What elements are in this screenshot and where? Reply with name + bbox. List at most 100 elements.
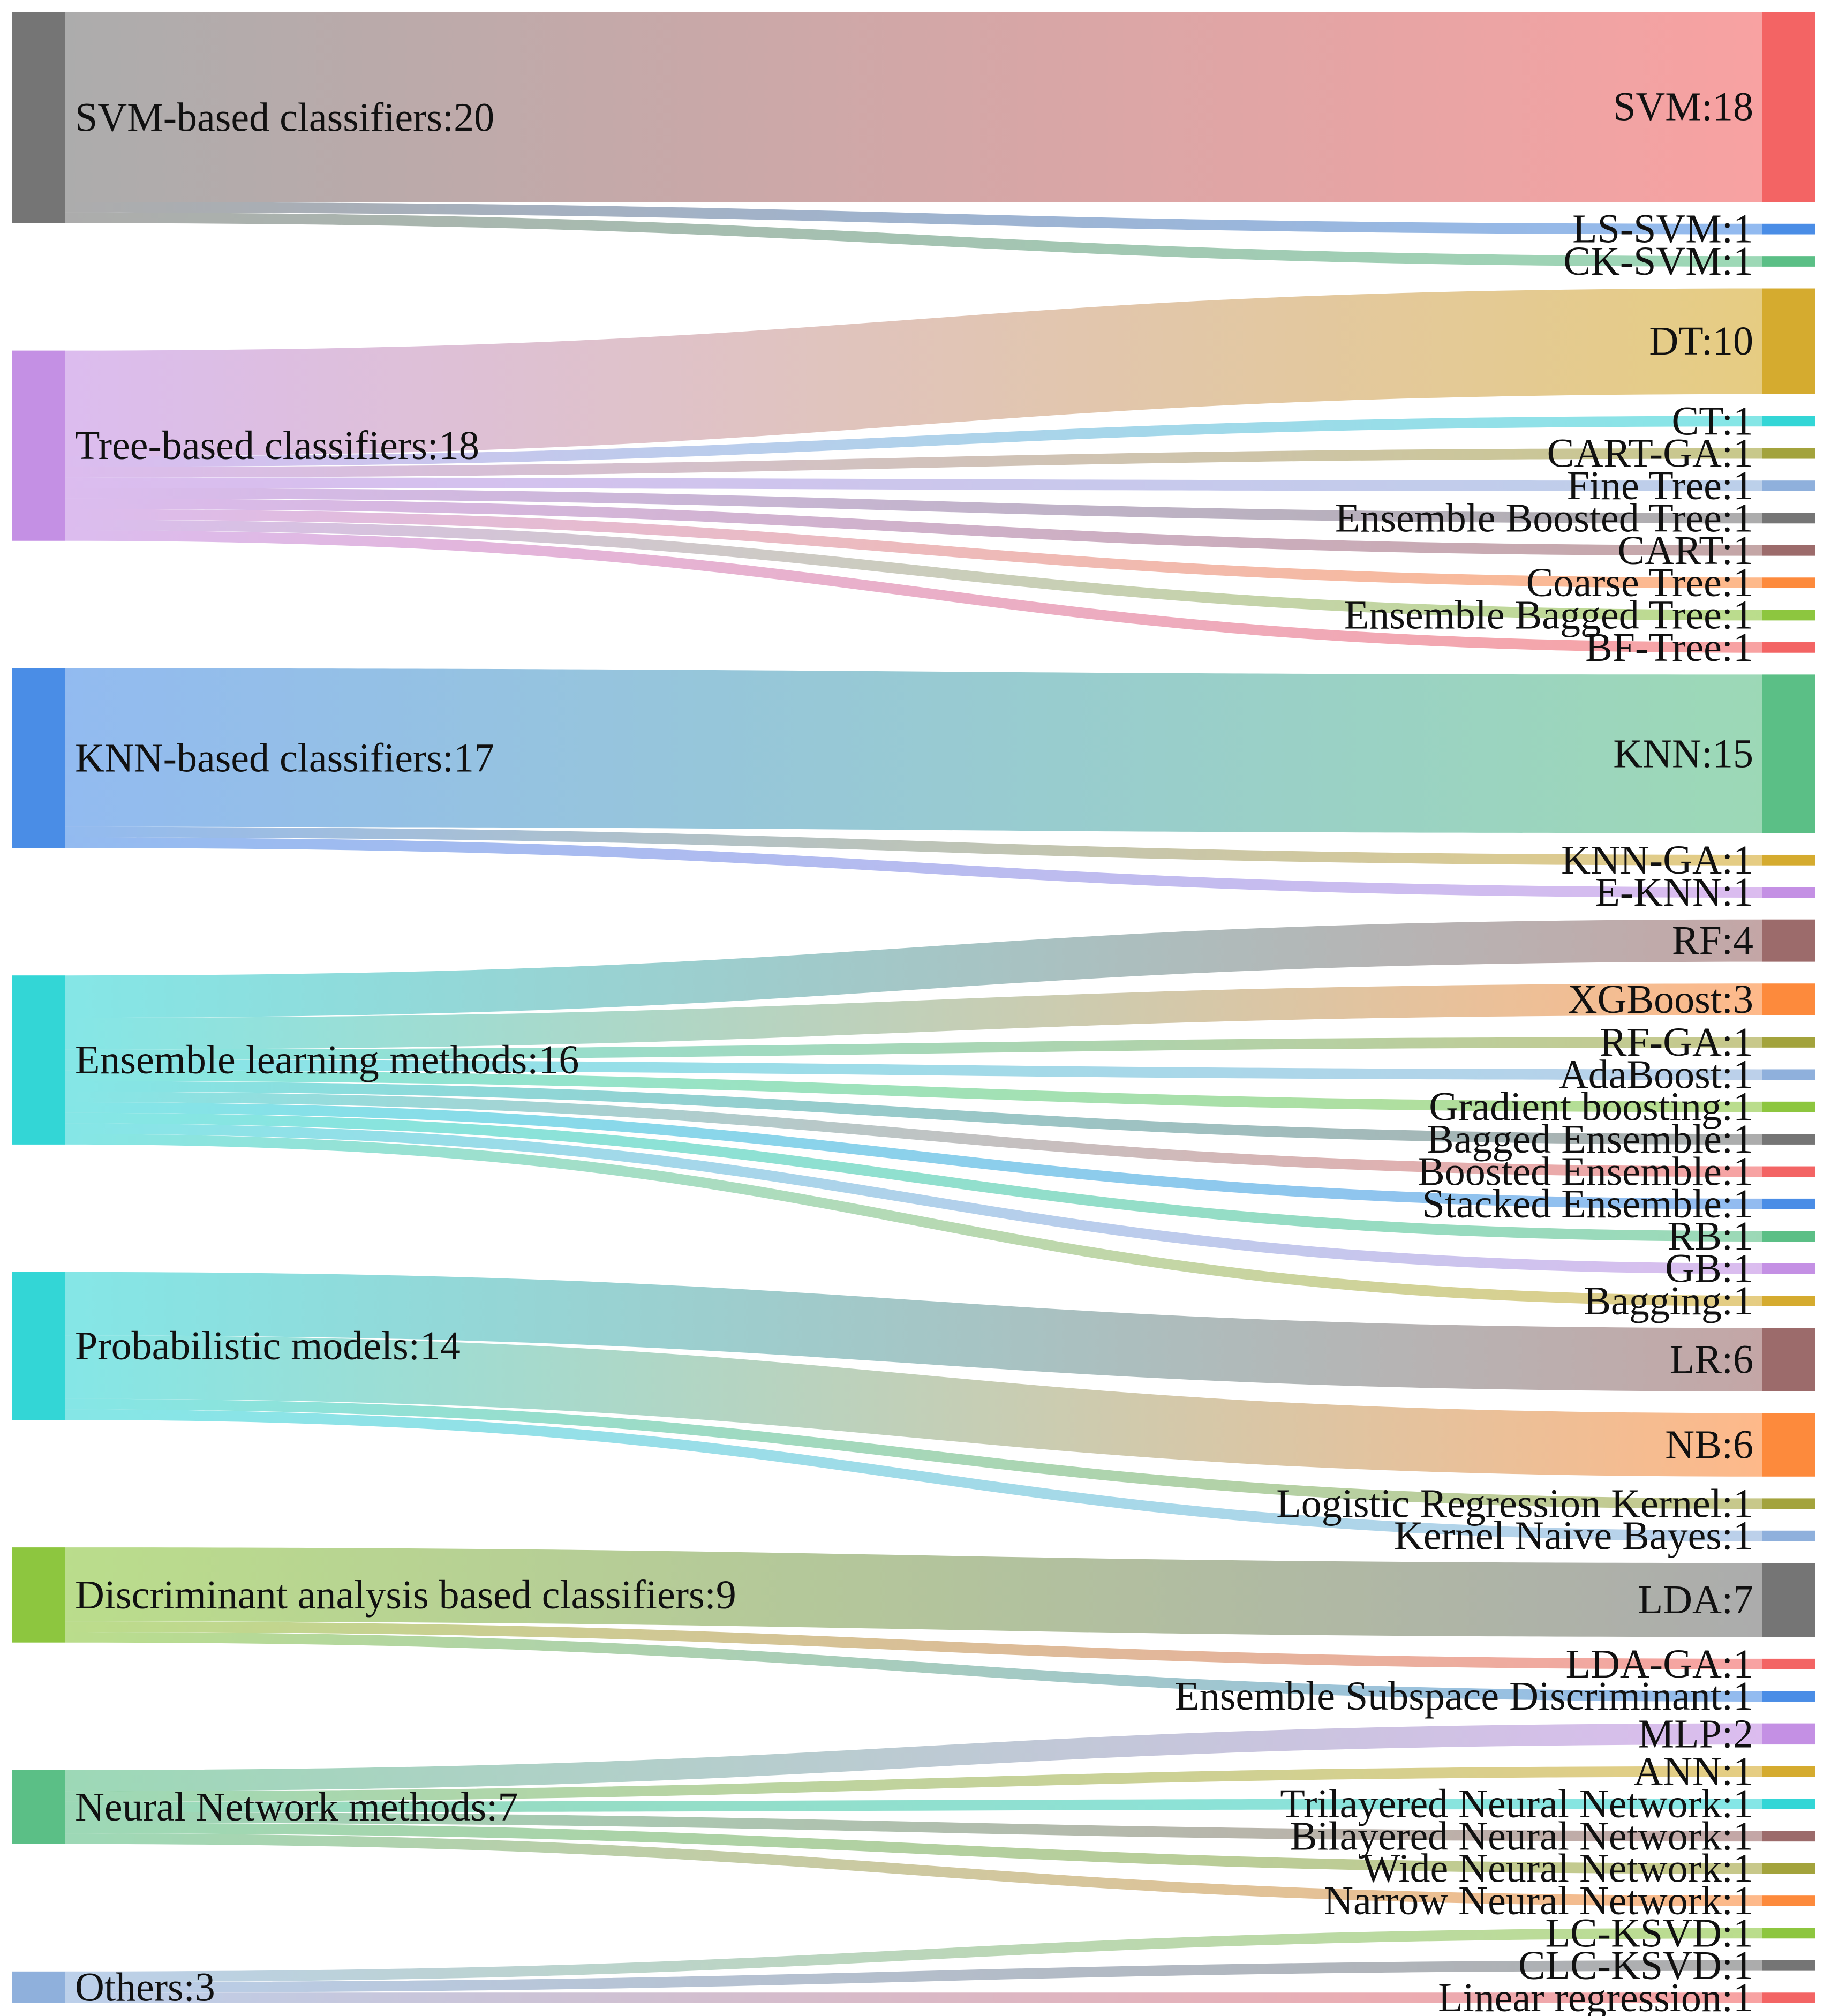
link-neural-network-methods-to-ann bbox=[65, 1766, 1762, 1802]
link-knn-based-classifiers-to-e-knn bbox=[65, 837, 1762, 898]
target-label-rf-ga: RF-GA:1 bbox=[1600, 1020, 1753, 1065]
link-discriminant-analysis-based-classifiers-to-ensemble-subspace-discriminant bbox=[65, 1631, 1762, 1702]
target-node-cart bbox=[1762, 545, 1815, 556]
link-ensemble-learning-methods-to-gb bbox=[65, 1123, 1762, 1274]
target-node-lda bbox=[1762, 1563, 1815, 1637]
link-ensemble-learning-methods-to-stacked-ensemble bbox=[65, 1102, 1762, 1209]
target-label-trilayered-neural-network: Trilayered Neural Network:1 bbox=[1280, 1781, 1753, 1826]
target-node-stacked-ensemble bbox=[1762, 1198, 1815, 1209]
link-ensemble-learning-methods-to-boosted-ensemble bbox=[65, 1092, 1762, 1177]
target-node-lda-ga bbox=[1762, 1658, 1815, 1669]
target-node-bilayered-neural-network bbox=[1762, 1831, 1815, 1842]
target-label-wide-neural-network: Wide Neural Network:1 bbox=[1362, 1846, 1753, 1891]
target-node-narrow-neural-network bbox=[1762, 1895, 1815, 1906]
target-node-linear-regression bbox=[1762, 1992, 1815, 2003]
source-node-others bbox=[12, 1971, 65, 2003]
target-label-rf: RF:4 bbox=[1672, 918, 1753, 963]
link-tree-based-classifiers-to-ensemble-bagged-tree bbox=[65, 520, 1762, 621]
target-node-ct bbox=[1762, 416, 1815, 427]
target-label-gradient-boosting: Gradient boosting:1 bbox=[1429, 1085, 1753, 1130]
target-label-coarse-tree: Coarse Tree:1 bbox=[1526, 560, 1753, 605]
link-tree-based-classifiers-to-bf-tree bbox=[65, 530, 1762, 653]
target-node-ann bbox=[1762, 1766, 1815, 1777]
link-discriminant-analysis-based-classifiers-to-lda-ga bbox=[65, 1621, 1762, 1669]
source-label-ensemble-learning-methods: Ensemble learning methods:16 bbox=[75, 1037, 579, 1082]
target-label-nb: NB:6 bbox=[1665, 1423, 1753, 1468]
target-node-kernel-naive-bayes bbox=[1762, 1530, 1815, 1541]
target-node-ensemble-bagged-tree bbox=[1762, 610, 1815, 621]
target-label-lr: LR:6 bbox=[1670, 1337, 1753, 1382]
target-label-ct: CT:1 bbox=[1672, 398, 1753, 443]
source-label-probabilistic-models: Probabilistic models:14 bbox=[75, 1323, 461, 1368]
target-label-cart: CART:1 bbox=[1618, 528, 1753, 573]
target-node-clc-ksvd bbox=[1762, 1960, 1815, 1971]
link-probabilistic-models-to-nb bbox=[65, 1335, 1762, 1477]
target-label-mlp: MLP:2 bbox=[1638, 1711, 1753, 1756]
link-tree-based-classifiers-to-ensemble-boosted-tree bbox=[65, 488, 1762, 524]
target-label-kernel-naive-bayes: Kernel Naive Bayes:1 bbox=[1394, 1514, 1753, 1559]
link-neural-network-methods-to-narrow-neural-network bbox=[65, 1833, 1762, 1906]
source-node-svm-based-classifiers bbox=[12, 12, 65, 223]
source-label-svm-based-classifiers: SVM-based classifiers:20 bbox=[75, 95, 494, 140]
target-node-bagging bbox=[1762, 1296, 1815, 1306]
target-label-dt: DT:10 bbox=[1649, 319, 1753, 364]
link-others-to-clc-ksvd bbox=[65, 1960, 1762, 1993]
target-label-lda: LDA:7 bbox=[1638, 1577, 1753, 1622]
target-node-coarse-tree bbox=[1762, 577, 1815, 589]
source-label-others: Others:3 bbox=[75, 1965, 215, 2010]
target-label-bagging: Bagging:1 bbox=[1584, 1278, 1753, 1323]
target-node-xgboost bbox=[1762, 983, 1815, 1015]
target-node-ensemble-boosted-tree bbox=[1762, 513, 1815, 524]
target-node-fine-tree bbox=[1762, 480, 1815, 491]
links-layer bbox=[65, 12, 1762, 2003]
link-tree-based-classifiers-to-cart-ga bbox=[65, 448, 1762, 478]
link-others-to-lc-ksvd bbox=[65, 1928, 1762, 1982]
target-label-bf-tree: BF-Tree:1 bbox=[1585, 625, 1753, 670]
target-label-stacked-ensemble: Stacked Ensemble:1 bbox=[1422, 1182, 1753, 1227]
target-label-svm: SVM:18 bbox=[1613, 85, 1753, 130]
target-label-lda-ga: LDA-GA:1 bbox=[1566, 1642, 1753, 1687]
link-ensemble-learning-methods-to-rf-ga bbox=[65, 1037, 1762, 1060]
link-tree-based-classifiers-to-ct bbox=[65, 416, 1762, 467]
link-knn-based-classifiers-to-knn bbox=[65, 668, 1762, 833]
target-label-narrow-neural-network: Narrow Neural Network:1 bbox=[1324, 1878, 1753, 1923]
target-label-adaboost: AdaBoost:1 bbox=[1559, 1052, 1753, 1097]
target-node-ensemble-subspace-discriminant bbox=[1762, 1691, 1815, 1702]
target-label-xgboost: XGBoost:3 bbox=[1568, 977, 1753, 1022]
link-neural-network-methods-to-mlp bbox=[65, 1723, 1762, 1792]
link-tree-based-classifiers-to-dt bbox=[65, 288, 1762, 456]
link-ensemble-learning-methods-to-bagged-ensemble bbox=[65, 1081, 1762, 1145]
target-label-lc-ksvd: LC-KSVD:1 bbox=[1546, 1910, 1753, 1955]
source-label-knn-based-classifiers: KNN-based classifiers:17 bbox=[75, 735, 494, 780]
target-node-knn-ga bbox=[1762, 854, 1815, 866]
target-node-svm bbox=[1762, 12, 1815, 202]
target-node-dt bbox=[1762, 288, 1815, 394]
target-node-e-knn bbox=[1762, 887, 1815, 898]
target-node-mlp bbox=[1762, 1723, 1815, 1745]
source-label-tree-based-classifiers: Tree-based classifiers:18 bbox=[75, 423, 479, 468]
target-label-logistic-regression-kernel: Logistic Regression Kernel:1 bbox=[1276, 1481, 1753, 1526]
target-label-ensemble-subspace-discriminant: Ensemble Subspace Discriminant:1 bbox=[1174, 1674, 1753, 1719]
target-node-bagged-ensemble bbox=[1762, 1134, 1815, 1145]
target-label-ck-svm: CK-SVM:1 bbox=[1563, 239, 1753, 284]
target-label-linear-regression: Linear regression:1 bbox=[1438, 1975, 1753, 2016]
link-svm-based-classifiers-to-svm bbox=[65, 12, 1762, 202]
target-node-logistic-regression-kernel bbox=[1762, 1498, 1815, 1509]
target-label-gb: GB:1 bbox=[1665, 1246, 1753, 1291]
link-svm-based-classifiers-to-ls-svm bbox=[65, 202, 1762, 235]
target-node-boosted-ensemble bbox=[1762, 1166, 1815, 1177]
link-knn-based-classifiers-to-knn-ga bbox=[65, 826, 1762, 866]
link-tree-based-classifiers-to-cart bbox=[65, 498, 1762, 556]
target-label-knn-ga: KNN-GA:1 bbox=[1561, 838, 1753, 883]
target-label-clc-ksvd: CLC-KSVD:1 bbox=[1518, 1943, 1753, 1988]
target-node-lc-ksvd bbox=[1762, 1928, 1815, 1939]
nodes-layer bbox=[12, 12, 1815, 2003]
target-label-ann: ANN:1 bbox=[1633, 1749, 1753, 1794]
labels-layer: SVM-based classifiers:20 Tree-based class… bbox=[75, 85, 1753, 2016]
source-node-neural-network-methods bbox=[12, 1770, 65, 1844]
target-node-nb bbox=[1762, 1413, 1815, 1477]
target-node-knn bbox=[1762, 674, 1815, 833]
link-ensemble-learning-methods-to-bagging bbox=[65, 1134, 1762, 1306]
target-label-bilayered-neural-network: Bilayered Neural Network:1 bbox=[1290, 1814, 1753, 1859]
